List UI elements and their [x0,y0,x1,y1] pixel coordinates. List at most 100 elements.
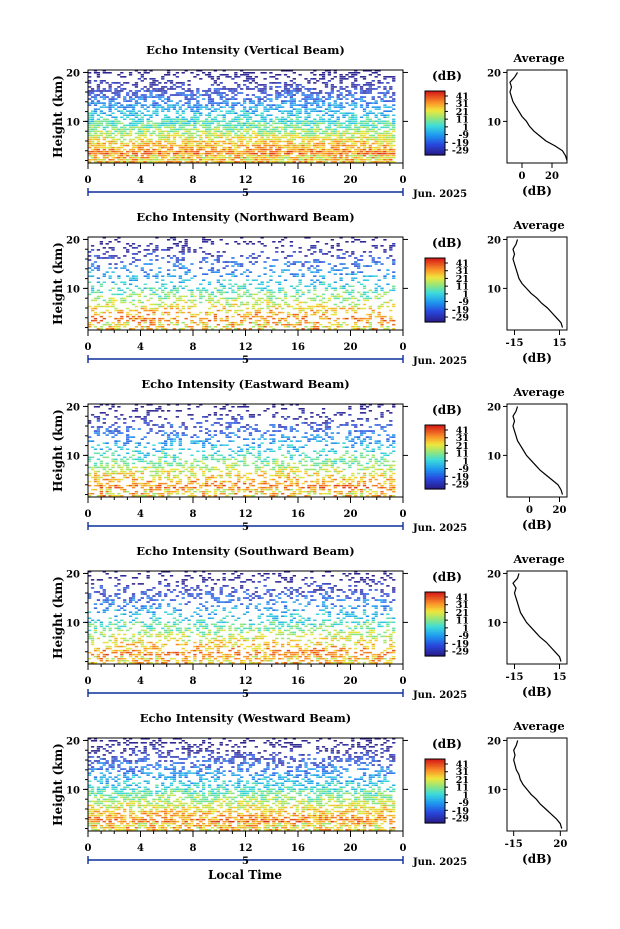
heatmap-cell [137,287,142,290]
heatmap-cell [260,492,264,495]
heatmap-cell [389,484,393,487]
heatmap-cell [207,152,212,155]
heatmap-cell [324,112,329,114]
heatmap-cell [196,313,200,316]
heatmap-cell [207,98,212,100]
heatmap-cell [348,128,352,131]
heatmap-cell [225,130,229,133]
heatmap-cell [248,108,253,110]
heatmap-cell [313,299,317,302]
heatmap-cell [108,136,112,139]
heatmap-cell [245,279,250,281]
heatmap-cell [313,70,317,72]
heatmap-cell [324,136,329,139]
heatmap-cell [321,275,326,277]
heatmap-cell [298,492,302,495]
heatmap-cell [269,94,273,96]
heatmap-cell [199,152,203,155]
heatmap-cell [184,490,188,493]
heatmap-cell [193,126,197,129]
heatmap-cell [321,100,326,102]
heatmap-cell [181,154,185,157]
heatmap-cell [336,134,340,137]
heatmap-cell [237,122,241,125]
heatmap-cell [304,321,308,324]
heatmap-cell [248,152,253,155]
heatmap-cell [318,486,323,489]
heatmap-cell [377,311,381,314]
heatmap-cell [178,281,182,283]
heatmap-cell [213,150,218,153]
heatmap-cell [333,128,337,131]
heatmap-cell [237,144,241,147]
heatmap-cell [263,287,267,290]
colorbar-segment [425,318,445,321]
heatmap-cell [383,122,387,125]
heatmap-cell [359,327,364,330]
heatmap-cell [169,130,174,133]
heatmap-cell [345,98,349,100]
heatmap-cell [321,293,326,296]
heatmap-cell [143,94,147,96]
heatmap-cell [310,299,314,302]
heatmap-cell [248,122,253,125]
heatmap-cell [184,138,188,141]
heatmap-cell [152,132,156,135]
heatmap-cell [199,144,203,147]
heatmap-cell [368,492,373,495]
heatmap-cell [96,313,101,316]
heatmap-cell [199,148,203,151]
x-tick-label: 20 [344,175,358,186]
heatmap-cell [286,255,291,257]
heatmap-cell [111,92,115,94]
heatmap-cell [143,100,147,102]
heatmap-cell [184,124,188,127]
heatmap-cell [164,152,168,155]
heatmap-cell [321,114,326,116]
heatmap-cell [99,291,104,294]
heatmap-cell [137,120,142,123]
heatmap-cell [187,152,191,155]
heatmap-cell [172,154,177,157]
heatmap-cell [257,98,261,100]
heatmap-cell [324,150,329,153]
heatmap-cell [228,126,232,129]
heatmap-cell [231,315,235,318]
heatmap-cell [234,275,238,277]
heatmap-cell [336,122,340,125]
heatmap-cell [371,257,375,259]
heatmap-cell [123,291,127,294]
heatmap-cell [240,321,244,324]
heatmap-cell [161,136,165,139]
heatmap-cell [152,158,156,161]
heatmap-cell [280,110,285,112]
heatmap-cell [362,100,367,102]
heatmap-cell [193,249,197,251]
date-label: Jun. 2025 [412,189,467,200]
heatmap-cell [377,486,381,489]
heatmap-cell [251,154,256,157]
heatmap-cell [307,82,311,84]
heatmap-cell [143,255,147,257]
heatmap-cell [245,243,250,245]
heatmap-cell [310,154,314,157]
heatmap-cell [269,295,273,298]
heatmap-cell [237,152,241,155]
heatmap-cell [196,74,200,76]
heatmap-cell [216,156,220,159]
heatmap-cell [286,265,291,267]
heatmap-cell [158,140,162,143]
heatmap-cell [368,323,373,326]
heatmap-cell [295,321,299,324]
heatmap-cell [146,124,150,127]
heatmap-cell [207,325,212,328]
heatmap-cell [313,289,317,292]
panel-title: Echo Intensity (Eastward Beam) [141,377,349,391]
heatmap-cell [307,160,311,163]
heatmap-cell [93,142,98,145]
heatmap-cell [324,70,329,72]
heatmap-cell [257,122,261,125]
heatmap-cell [117,154,121,157]
heatmap-cell [272,160,276,163]
heatmap-cell [248,158,253,161]
